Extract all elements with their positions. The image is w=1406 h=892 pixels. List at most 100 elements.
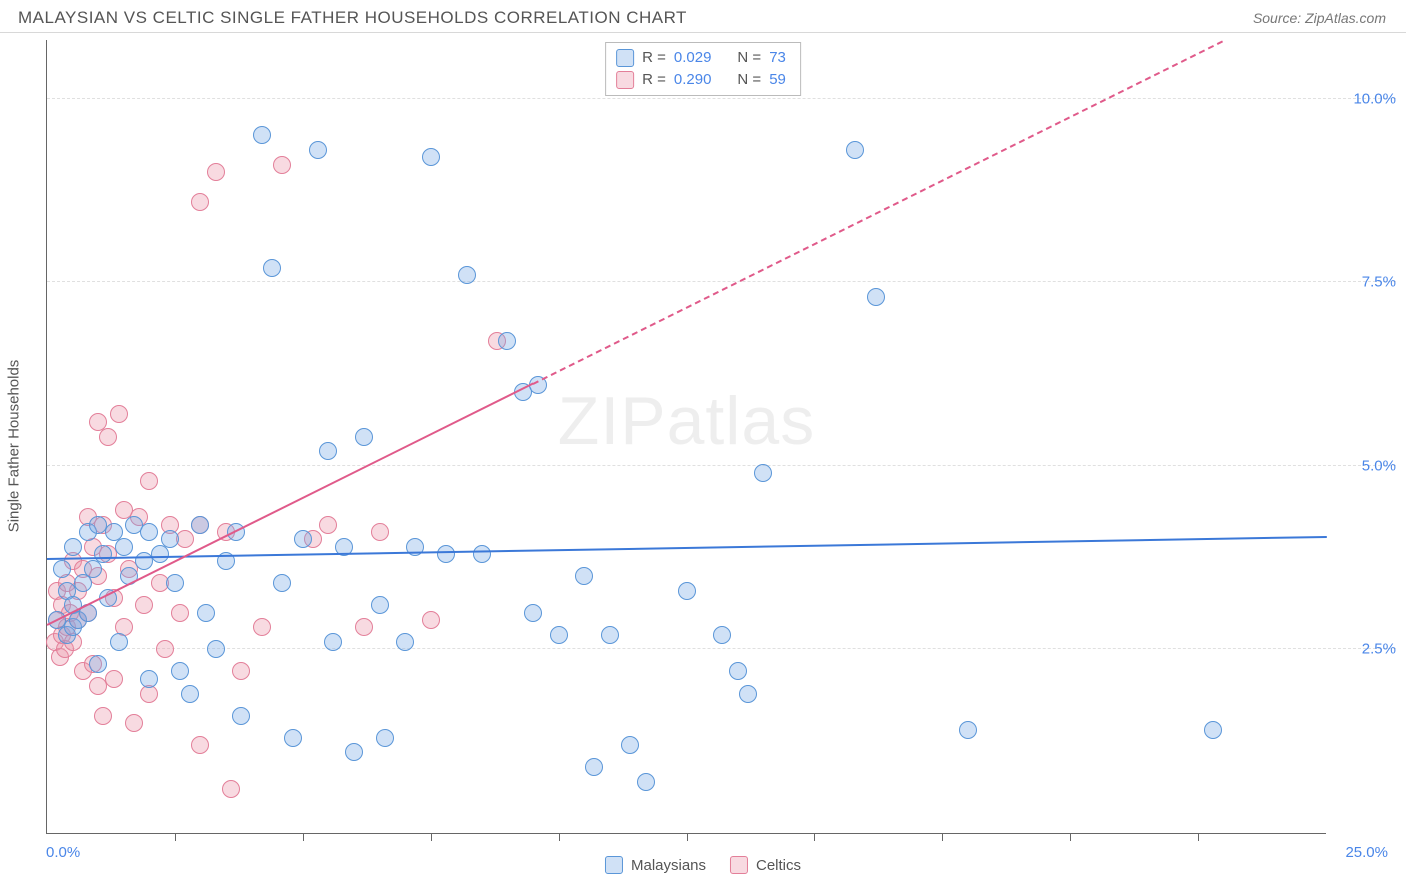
legend-swatch-celtics bbox=[616, 71, 634, 89]
scatter-point bbox=[263, 259, 281, 277]
correlation-legend: R = 0.029 N = 73 R = 0.290 N = 59 bbox=[605, 42, 801, 96]
scatter-point bbox=[171, 662, 189, 680]
scatter-plot-area: ZIPatlas 2.5%5.0%7.5%10.0% bbox=[46, 40, 1326, 834]
x-tick bbox=[687, 833, 688, 841]
x-tick bbox=[303, 833, 304, 841]
series-legend: Malaysians Celtics bbox=[605, 856, 801, 874]
scatter-point bbox=[319, 442, 337, 460]
scatter-point bbox=[959, 721, 977, 739]
r-value-malaysians: 0.029 bbox=[674, 47, 712, 69]
scatter-point bbox=[191, 736, 209, 754]
scatter-point bbox=[105, 670, 123, 688]
scatter-point bbox=[232, 662, 250, 680]
scatter-point bbox=[110, 633, 128, 651]
x-axis-origin-label: 0.0% bbox=[46, 844, 80, 861]
scatter-point bbox=[253, 126, 271, 144]
scatter-point bbox=[140, 472, 158, 490]
scatter-point bbox=[94, 707, 112, 725]
r-value-celtics: 0.290 bbox=[674, 69, 712, 91]
scatter-point bbox=[1204, 721, 1222, 739]
n-value-malaysians: 73 bbox=[769, 47, 786, 69]
scatter-point bbox=[156, 640, 174, 658]
scatter-point bbox=[324, 633, 342, 651]
scatter-point bbox=[550, 626, 568, 644]
scatter-point bbox=[140, 670, 158, 688]
legend-swatch-malaysians-icon bbox=[605, 856, 623, 874]
x-tick bbox=[942, 833, 943, 841]
correlation-legend-row-celtics: R = 0.290 N = 59 bbox=[616, 69, 786, 91]
n-label: N = bbox=[737, 47, 761, 69]
gridline bbox=[47, 648, 1396, 649]
scatter-point bbox=[161, 530, 179, 548]
scatter-point bbox=[197, 604, 215, 622]
x-axis-max-label: 25.0% bbox=[1345, 844, 1388, 861]
r-label: R = bbox=[642, 69, 666, 91]
scatter-point bbox=[621, 736, 639, 754]
legend-item-malaysians: Malaysians bbox=[605, 856, 706, 874]
scatter-point bbox=[309, 141, 327, 159]
scatter-point bbox=[207, 163, 225, 181]
chart-header: MALAYSIAN VS CELTIC SINGLE FATHER HOUSEH… bbox=[0, 0, 1406, 33]
source-link[interactable]: ZipAtlas.com bbox=[1305, 10, 1386, 26]
scatter-point bbox=[207, 640, 225, 658]
legend-swatch-malaysians bbox=[616, 49, 634, 67]
gridline bbox=[47, 465, 1396, 466]
legend-swatch-celtics-icon bbox=[730, 856, 748, 874]
scatter-point bbox=[176, 530, 194, 548]
scatter-point bbox=[739, 685, 757, 703]
scatter-point bbox=[319, 516, 337, 534]
watermark-light: atlas bbox=[667, 383, 816, 459]
scatter-point bbox=[473, 545, 491, 563]
x-tick bbox=[559, 833, 560, 841]
scatter-point bbox=[53, 560, 71, 578]
scatter-point bbox=[284, 729, 302, 747]
y-tick-label: 7.5% bbox=[1336, 274, 1396, 291]
y-axis-title: Single Father Households bbox=[6, 360, 23, 533]
x-tick bbox=[1070, 833, 1071, 841]
scatter-point bbox=[458, 266, 476, 284]
gridline bbox=[47, 281, 1396, 282]
scatter-point bbox=[729, 662, 747, 680]
scatter-point bbox=[355, 618, 373, 636]
gridline bbox=[47, 98, 1396, 99]
scatter-point bbox=[140, 523, 158, 541]
x-tick bbox=[814, 833, 815, 841]
scatter-point bbox=[678, 582, 696, 600]
scatter-point bbox=[166, 574, 184, 592]
scatter-point bbox=[125, 714, 143, 732]
scatter-point bbox=[253, 618, 271, 636]
legend-label-malaysians: Malaysians bbox=[631, 857, 706, 874]
legend-label-celtics: Celtics bbox=[756, 857, 801, 874]
scatter-point bbox=[345, 743, 363, 761]
y-tick-label: 5.0% bbox=[1336, 457, 1396, 474]
scatter-point bbox=[89, 655, 107, 673]
scatter-point bbox=[191, 516, 209, 534]
scatter-point bbox=[754, 464, 772, 482]
source-prefix: Source: bbox=[1253, 10, 1305, 26]
scatter-point bbox=[601, 626, 619, 644]
scatter-point bbox=[713, 626, 731, 644]
scatter-point bbox=[355, 428, 373, 446]
scatter-point bbox=[422, 148, 440, 166]
chart-title: MALAYSIAN VS CELTIC SINGLE FATHER HOUSEH… bbox=[18, 8, 687, 28]
n-value-celtics: 59 bbox=[769, 69, 786, 91]
scatter-point bbox=[585, 758, 603, 776]
r-label: R = bbox=[642, 47, 666, 69]
correlation-legend-row-malaysians: R = 0.029 N = 73 bbox=[616, 47, 786, 69]
scatter-point bbox=[110, 405, 128, 423]
scatter-point bbox=[376, 729, 394, 747]
scatter-point bbox=[222, 780, 240, 798]
legend-item-celtics: Celtics bbox=[730, 856, 801, 874]
scatter-point bbox=[273, 156, 291, 174]
n-label: N = bbox=[737, 69, 761, 91]
scatter-point bbox=[371, 523, 389, 541]
scatter-point bbox=[191, 193, 209, 211]
scatter-point bbox=[498, 332, 516, 350]
y-tick-label: 10.0% bbox=[1336, 90, 1396, 107]
scatter-point bbox=[89, 516, 107, 534]
scatter-point bbox=[867, 288, 885, 306]
scatter-point bbox=[64, 538, 82, 556]
scatter-point bbox=[524, 604, 542, 622]
watermark: ZIPatlas bbox=[558, 382, 815, 460]
scatter-point bbox=[94, 545, 112, 563]
